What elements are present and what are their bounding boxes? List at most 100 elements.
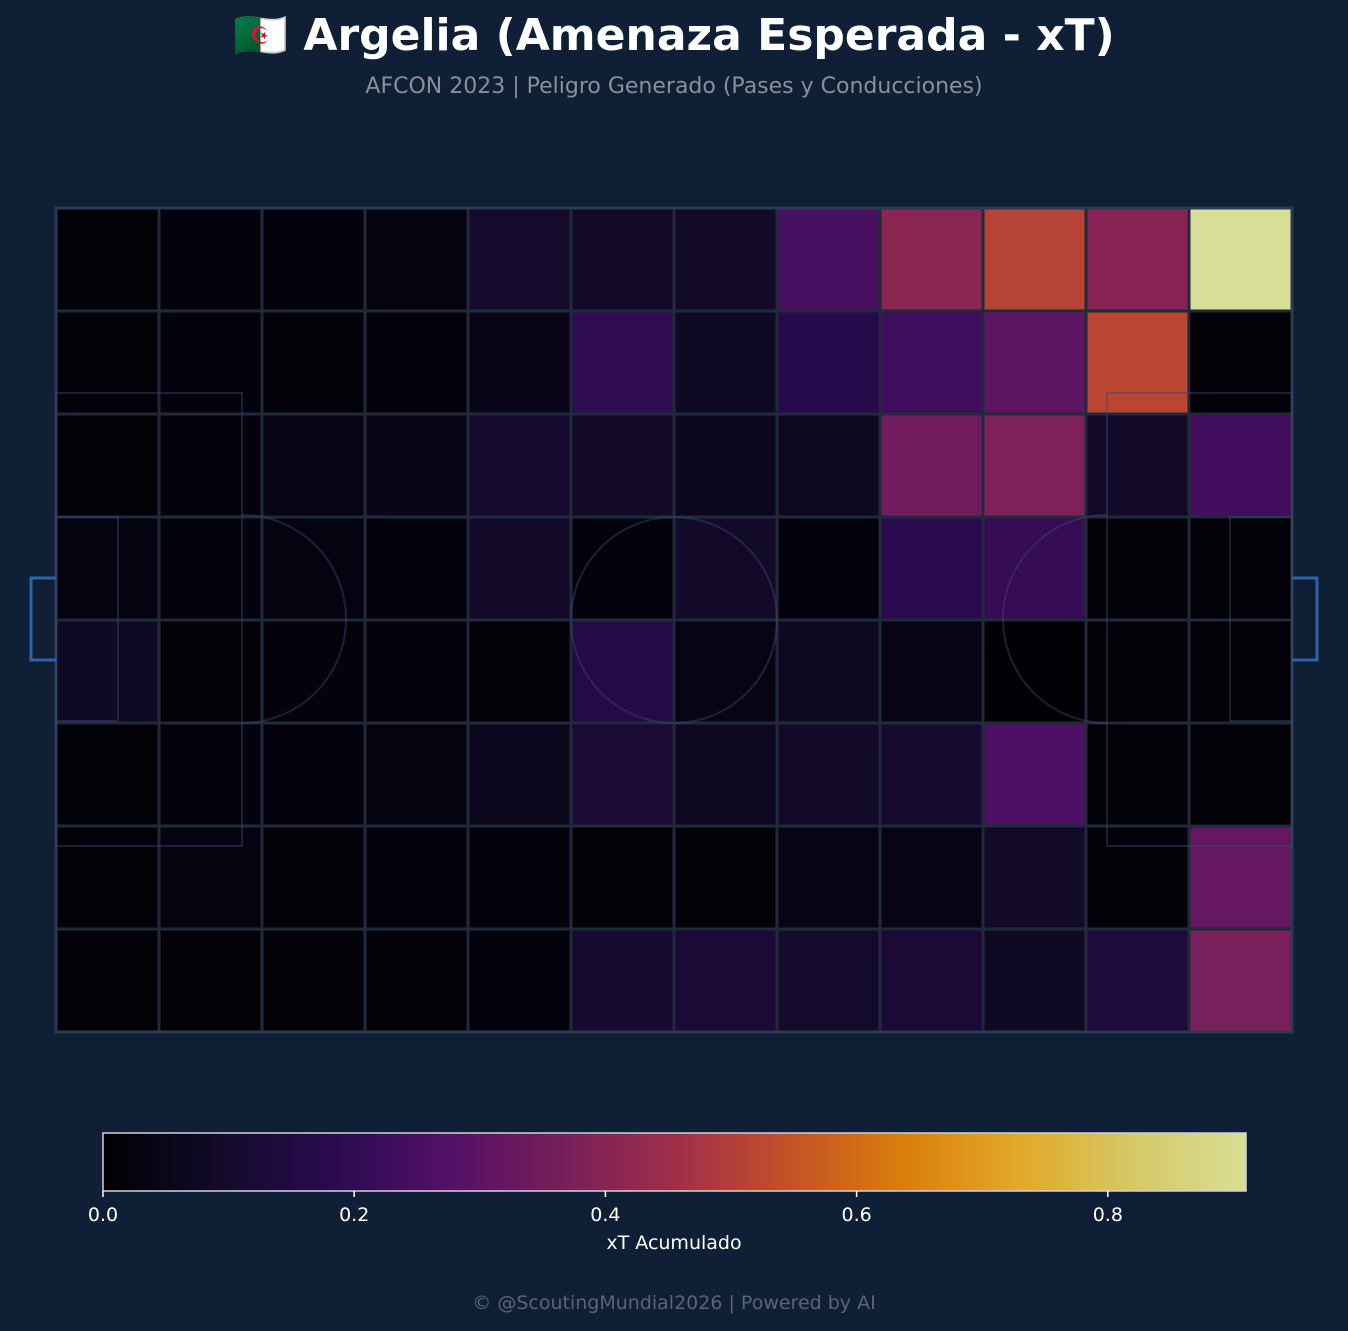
heatmap-cell — [981, 721, 1088, 828]
heatmap-cell — [981, 927, 1088, 1034]
heatmap-cell — [1084, 618, 1191, 725]
footer-credit: © @ScoutingMundial2026 | Powered by AI — [472, 1292, 876, 1314]
heatmap-cell — [1084, 412, 1191, 519]
heatmap-cell — [672, 927, 779, 1034]
heatmap-cell — [878, 309, 985, 416]
heatmap-cell — [157, 412, 264, 519]
heatmap-cell — [1084, 515, 1191, 622]
heatmap-cell — [466, 309, 573, 416]
heatmap-cell — [672, 824, 779, 931]
heatmap-cell — [981, 618, 1088, 725]
heatmap-cell — [157, 824, 264, 931]
heatmap-cell — [775, 927, 882, 1034]
heatmap-cell — [672, 721, 779, 828]
heatmap-cell — [1187, 721, 1294, 828]
colorbar-gradient — [102, 1132, 1247, 1192]
heatmap-cell — [54, 927, 161, 1034]
heatmap-cell — [981, 412, 1088, 519]
heatmap-cell — [1084, 824, 1191, 931]
right-goal-area — [1229, 516, 1293, 722]
heatmap-cell — [363, 309, 470, 416]
heatmap-cell — [54, 206, 161, 313]
chart-subtitle: AFCON 2023 | Peligro Generado (Pases y C… — [365, 74, 983, 99]
heatmap-cell — [775, 412, 882, 519]
heatmap-cell — [260, 309, 367, 416]
heatmap-cell — [1084, 309, 1191, 416]
heatmap-cell — [1084, 721, 1191, 828]
heatmap-cell — [878, 206, 985, 313]
heatmap-cell — [878, 927, 985, 1034]
heatmap-cells — [54, 206, 1294, 1034]
heatmap-cell — [363, 824, 470, 931]
heatmap-cell — [775, 618, 882, 725]
colorbar — [102, 1132, 1247, 1197]
heatmap-cell — [1187, 618, 1294, 725]
pitch-outline — [54, 206, 1294, 1034]
heatmap-cell — [54, 412, 161, 519]
colorbar-tick-label: 0.6 — [841, 1204, 872, 1226]
heatmap-cell — [466, 618, 573, 725]
heatmap-cell — [466, 515, 573, 622]
heatmap-cell — [775, 309, 882, 416]
heatmap-cell — [1187, 824, 1294, 931]
heatmap-cell — [672, 412, 779, 519]
heatmap-cell — [878, 824, 985, 931]
heatmap-cell — [1084, 206, 1191, 313]
heatmap-cell — [569, 618, 676, 725]
chart-title: 🇩🇿 Argelia (Amenaza Esperada - xT) — [233, 10, 1115, 61]
heatmap-cell — [466, 927, 573, 1034]
heatmap-cell — [775, 721, 882, 828]
heatmap-cell — [672, 309, 779, 416]
heatmap-cell — [260, 515, 367, 622]
heatmap-cell — [569, 412, 676, 519]
heatmap-cell — [1187, 412, 1294, 519]
heatmap-cell — [363, 618, 470, 725]
right-penalty-box — [1106, 392, 1293, 847]
colorbar-tick-label: 0.4 — [590, 1204, 621, 1226]
heatmap-cell — [775, 824, 882, 931]
colorbar-label: xT Acumulado — [606, 1232, 742, 1254]
heatmap-cell — [260, 412, 367, 519]
heatmap-cell — [363, 927, 470, 1034]
heatmap-cell — [1187, 309, 1294, 416]
heatmap-cell — [569, 824, 676, 931]
heatmap-cell — [672, 206, 779, 313]
heatmap-cell — [363, 206, 470, 313]
heatmap-cell — [260, 618, 367, 725]
heatmap-cell — [54, 618, 161, 725]
heatmap-cell — [878, 412, 985, 519]
heatmap-cell — [54, 721, 161, 828]
heatmap-cell — [569, 309, 676, 416]
heatmap-cell — [54, 309, 161, 416]
heatmap-cell — [775, 206, 882, 313]
heatmap-cell — [466, 824, 573, 931]
heatmap-cell — [157, 618, 264, 725]
colorbar-tick-label: 0.2 — [339, 1204, 370, 1226]
heatmap-cell — [157, 309, 264, 416]
heatmap-cell — [569, 515, 676, 622]
colorbar-tick-label: 0.0 — [87, 1204, 119, 1226]
heatmap-cell — [878, 721, 985, 828]
heatmap-cell — [260, 824, 367, 931]
heatmap-cell — [1187, 927, 1294, 1034]
heatmap-cell — [260, 927, 367, 1034]
heatmap-cell — [981, 309, 1088, 416]
right-penalty-arc — [1002, 514, 1108, 724]
pitch-lines — [29, 206, 1319, 1034]
heatmap-cell — [878, 618, 985, 725]
heatmap-cell — [466, 412, 573, 519]
heatmap-cell — [981, 206, 1088, 313]
heatmap-cell — [157, 721, 264, 828]
center-circle — [570, 516, 778, 724]
heatmap-cell — [466, 721, 573, 828]
heatmap-cell — [363, 721, 470, 828]
heatmap-cell — [1187, 206, 1294, 313]
heatmap-cell — [775, 515, 882, 622]
colorbar-tick-label: 0.8 — [1092, 1204, 1123, 1226]
heatmap-cell — [981, 515, 1088, 622]
heatmap-cell — [363, 412, 470, 519]
heatmap-cell — [260, 721, 367, 828]
heatmap-cell — [672, 618, 779, 725]
heatmap-cell — [54, 515, 161, 622]
heatmap-cell — [569, 927, 676, 1034]
